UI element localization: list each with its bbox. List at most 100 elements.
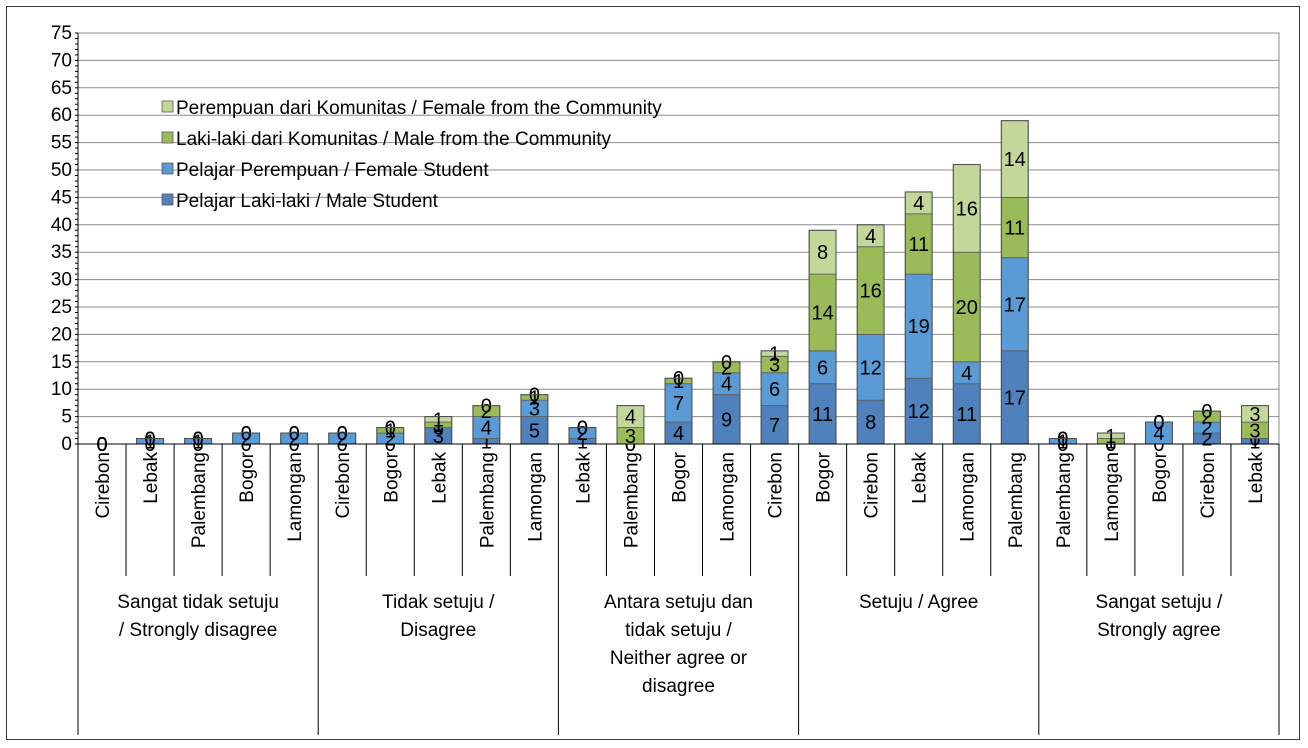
data-label: 8 [817,242,828,264]
x-group-label: Sangat setuju / [1096,592,1223,613]
x-category-label: Palembang [1054,452,1075,548]
x-group-label: disagree [642,676,715,697]
data-label: 0 [1249,429,1260,451]
data-label: 19 [908,316,930,338]
data-label: 0 [1153,412,1164,434]
data-label: 3 [1249,404,1260,426]
x-category-label: Lebak [1246,452,1267,504]
y-tick-label: 50 [51,160,72,181]
data-label: 11 [908,234,929,256]
bar-segment [952,251,981,363]
y-tick-label: 70 [51,50,72,71]
data-label: 0 [625,434,636,456]
data-label: 4 [625,407,636,429]
data-label: 4 [913,193,924,215]
data-label: 0 [289,423,300,445]
data-label: 0 [241,423,252,445]
bar-segment [760,405,789,445]
data-label: 1 [1105,426,1116,448]
data-label: 12 [860,357,882,379]
data-label: 4 [961,363,972,385]
x-category-label: Lebak [573,452,594,504]
data-label: 4 [721,374,732,396]
data-label: 2 [1201,418,1212,440]
data-label: 1 [769,344,780,366]
data-label: 0 [1057,434,1068,456]
bar-segment [1000,120,1029,198]
data-label: 1 [193,431,204,453]
data-label: 4 [1153,423,1164,445]
data-label: 0 [96,434,107,456]
x-category-label: Bogor [814,451,835,502]
data-label: 1 [481,431,492,453]
data-label: 1 [385,420,396,442]
data-label: 1 [433,409,444,431]
x-category-label: Lebak [429,452,450,504]
data-label: 3 [769,355,780,377]
data-label: 7 [673,393,684,415]
data-label: 2 [1201,429,1212,451]
data-label: 9 [721,409,732,431]
data-label: 1 [529,387,540,409]
bar-segment [1000,350,1029,445]
x-group-label: Strongly agree [1097,620,1221,641]
data-label: 4 [673,423,684,445]
data-label: 3 [1249,420,1260,442]
data-label: 0 [673,368,684,390]
data-label: 0 [1057,429,1068,451]
data-label: 0 [241,423,252,445]
x-group-label: Antara setuju dan [604,592,753,613]
data-label: 17 [1004,294,1026,316]
x-category-label: Palembang [477,452,498,548]
legend-swatch [161,100,174,113]
data-label: 1 [1249,431,1260,453]
data-label: 3 [433,426,444,448]
data-label: 12 [908,401,930,423]
x-category-label: Lebak [141,452,162,504]
x-group-label: Disagree [400,620,476,641]
legend-swatch [161,131,174,144]
x-category-label: Palembang [1006,452,1027,548]
y-tick-label: 0 [61,434,72,455]
data-label: 0 [1105,434,1116,456]
data-label: 2 [721,357,732,379]
legend: Perempuan dari Komunitas / Female from t… [161,98,662,212]
data-label: 1 [577,431,588,453]
x-category-label: Bogor [381,451,402,502]
data-label: 11 [812,404,833,426]
data-label: 0 [385,434,396,456]
data-label: 2 [481,401,492,423]
data-label: 5 [529,420,540,442]
data-label: 0 [337,434,348,456]
data-label: 0 [337,423,348,445]
data-label: 1 [1105,431,1116,453]
y-tick-label: 40 [51,215,72,236]
data-label: 2 [289,429,300,451]
data-label: 0 [385,418,396,440]
y-tick-label: 75 [51,23,72,44]
data-label: 0 [1201,401,1212,423]
data-label: 0 [193,434,204,456]
x-group-label: / Strongly disagree [119,620,277,641]
y-tick-label: 15 [51,352,72,373]
data-label: 0 [193,429,204,451]
data-label: 11 [956,404,977,426]
data-label: 0 [1105,434,1116,456]
data-label: 6 [769,379,780,401]
data-label: 0 [96,434,107,456]
data-label: 14 [811,302,833,324]
x-group-label: tidak setuju / [625,620,732,641]
y-tick-label: 10 [51,379,72,400]
data-label: 0 [289,423,300,445]
data-label: 0 [337,423,348,445]
data-label: 0 [625,434,636,456]
y-tick-label: 35 [51,242,72,263]
data-label: 4 [865,226,876,248]
y-tick-label: 25 [51,297,72,318]
x-category-label: Lamongan [958,452,979,542]
data-label: 1 [144,431,155,453]
y-tick-label: 65 [51,78,72,99]
x-category-label: Cirebon [333,452,354,519]
